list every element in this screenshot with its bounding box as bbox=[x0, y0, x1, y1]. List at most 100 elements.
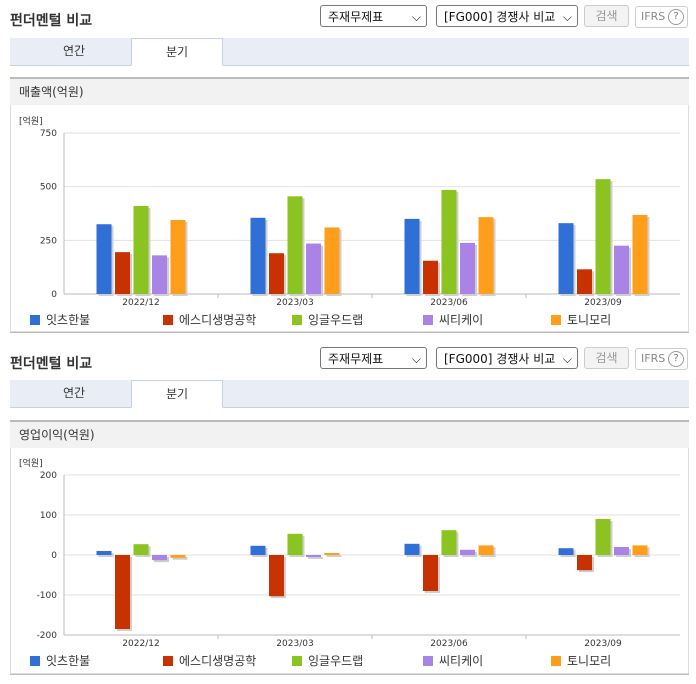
legend-item[interactable]: 토니모리 bbox=[551, 311, 611, 328]
bar bbox=[152, 255, 167, 294]
legend-label: 잇츠한불 bbox=[46, 313, 91, 327]
unit-label: [억원] bbox=[19, 457, 43, 469]
period-tabs: 연간 분기 bbox=[10, 38, 689, 66]
y-tick-label: 100 bbox=[40, 511, 57, 521]
bar bbox=[423, 260, 438, 294]
chart-frame bbox=[10, 105, 689, 332]
legend-label: 잉글우드랩 bbox=[308, 654, 364, 668]
legend-label: 토니모리 bbox=[567, 654, 612, 668]
bar bbox=[250, 545, 266, 555]
y-tick-label: 0 bbox=[51, 290, 57, 300]
bar bbox=[577, 269, 592, 294]
legend-swatch bbox=[163, 656, 173, 666]
legend-swatch bbox=[30, 656, 40, 666]
panel-title: 펀더멘털 비교 bbox=[10, 13, 93, 29]
bar-shadow bbox=[172, 557, 188, 560]
bar bbox=[115, 555, 130, 629]
legend-item[interactable]: 잇츠한불 bbox=[30, 652, 90, 669]
legend-item[interactable]: 씨티케이 bbox=[423, 311, 483, 328]
legend-label: 에스디생명공학 bbox=[179, 313, 257, 327]
tab-annual[interactable]: 연간 bbox=[62, 386, 86, 400]
legend-label: 잇츠한불 bbox=[46, 654, 91, 668]
ifrs-label: IFRS bbox=[641, 10, 666, 23]
peer-select[interactable]: [FG000] 경쟁사 비교 ⌵ bbox=[436, 347, 578, 369]
statement-select-value: 주재무제표 bbox=[328, 352, 384, 366]
bar bbox=[133, 205, 149, 294]
bar bbox=[558, 223, 574, 294]
bar bbox=[423, 555, 438, 591]
help-icon[interactable]: ? bbox=[668, 9, 684, 25]
legend-label: 에스디생명공학 bbox=[179, 654, 257, 668]
legend-swatch bbox=[551, 656, 561, 666]
bar bbox=[614, 245, 629, 294]
legend-swatch bbox=[551, 315, 561, 325]
tab-annual[interactable]: 연간 bbox=[62, 44, 86, 58]
bar bbox=[170, 219, 186, 294]
legend-item[interactable]: 잉글우드랩 bbox=[292, 652, 363, 669]
bar bbox=[306, 243, 321, 294]
legend-swatch bbox=[292, 315, 302, 325]
bar bbox=[632, 545, 648, 555]
bar bbox=[441, 530, 457, 555]
bar bbox=[595, 519, 611, 555]
chart-box-title: 매출액(억원) bbox=[10, 77, 689, 105]
x-tick-label: 2023/09 bbox=[584, 639, 622, 649]
ifrs-label: IFRS bbox=[641, 352, 666, 365]
tab-quarterly[interactable]: 분기 bbox=[131, 38, 223, 66]
sales-chart: [억원] 0 250 500 750 2022/12 2023/03 2023/06 2023/… bbox=[19, 115, 680, 308]
x-tick-label: 2023/06 bbox=[430, 298, 468, 308]
bar bbox=[133, 544, 149, 555]
bar bbox=[96, 224, 112, 294]
bar bbox=[460, 242, 475, 294]
bar bbox=[306, 555, 321, 557]
legend-swatch bbox=[30, 315, 40, 325]
ifrs-toggle[interactable]: IFRS? bbox=[635, 6, 688, 28]
chevron-down-icon: ⌵ bbox=[562, 352, 572, 366]
legend-item[interactable]: 잉글우드랩 bbox=[292, 311, 363, 328]
peer-select-value: [FG000] 경쟁사 비교 bbox=[444, 10, 556, 24]
bar bbox=[324, 227, 340, 294]
peer-select[interactable]: [FG000] 경쟁사 비교 ⌵ bbox=[436, 5, 578, 27]
legend-swatch bbox=[423, 656, 433, 666]
bar bbox=[170, 555, 186, 558]
legend-item[interactable]: 에스디생명공학 bbox=[163, 311, 256, 328]
x-tick-label: 2022/12 bbox=[122, 298, 159, 308]
chart-frame bbox=[10, 448, 689, 674]
unit-label: [억원] bbox=[19, 115, 43, 127]
y-tick-label: 200 bbox=[40, 471, 57, 481]
x-tick-label: 2023/03 bbox=[276, 298, 313, 308]
bar bbox=[478, 217, 494, 294]
legend-swatch bbox=[423, 315, 433, 325]
divider bbox=[10, 332, 689, 333]
bar bbox=[269, 555, 284, 597]
chevron-down-icon: ⌵ bbox=[411, 10, 421, 24]
legend-item[interactable]: 토니모리 bbox=[551, 652, 611, 669]
legend-item[interactable]: 잇츠한불 bbox=[30, 311, 90, 328]
legend-label: 씨티케이 bbox=[439, 654, 484, 668]
bar bbox=[614, 547, 629, 555]
statement-select[interactable]: 주재무제표 ⌵ bbox=[320, 347, 427, 369]
legend-label: 토니모리 bbox=[567, 313, 612, 327]
statement-select[interactable]: 주재무제표 ⌵ bbox=[320, 5, 427, 27]
bar bbox=[269, 253, 284, 294]
bar bbox=[632, 215, 648, 294]
legend-label: 씨티케이 bbox=[439, 313, 484, 327]
ifrs-toggle[interactable]: IFRS? bbox=[635, 348, 688, 370]
search-button[interactable]: 검색 bbox=[584, 5, 629, 27]
help-icon[interactable]: ? bbox=[668, 351, 684, 367]
legend-item[interactable]: 에스디생명공학 bbox=[163, 652, 256, 669]
bar bbox=[595, 179, 611, 294]
chevron-down-icon: ⌵ bbox=[411, 352, 421, 366]
x-tick-label: 2022/12 bbox=[122, 639, 159, 649]
tab-quarterly[interactable]: 분기 bbox=[131, 380, 223, 408]
bar bbox=[441, 189, 457, 294]
x-tick-label: 2023/09 bbox=[584, 298, 622, 308]
legend-item[interactable]: 씨티케이 bbox=[423, 652, 483, 669]
bar bbox=[287, 533, 303, 555]
legend-swatch bbox=[163, 315, 173, 325]
y-tick-label: -100 bbox=[37, 591, 58, 601]
search-button[interactable]: 검색 bbox=[584, 347, 629, 369]
bar bbox=[250, 217, 266, 294]
y-tick-label: 750 bbox=[40, 129, 57, 139]
bar bbox=[287, 196, 303, 294]
